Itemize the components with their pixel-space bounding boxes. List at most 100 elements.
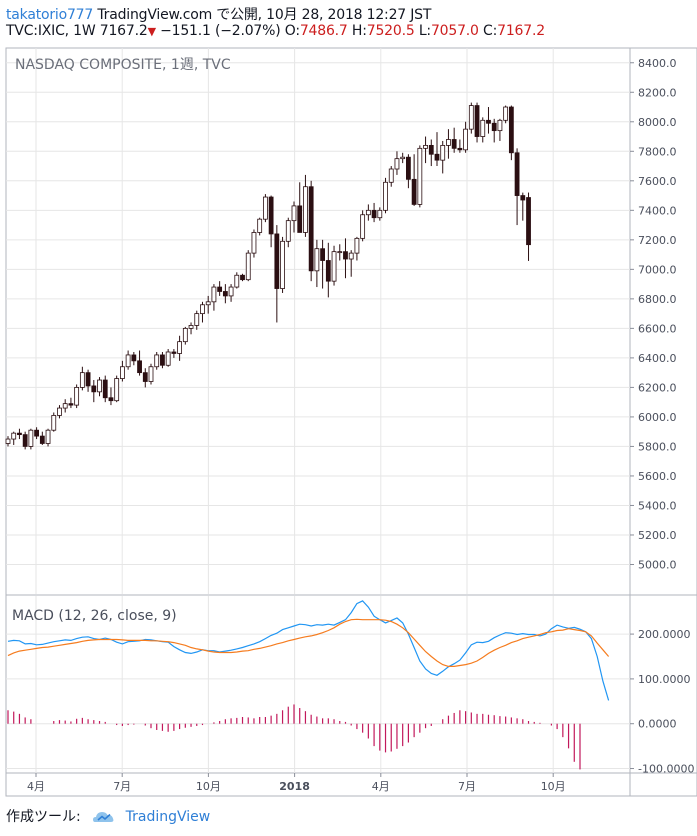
- candle-down: [457, 147, 463, 151]
- tradingview-cloud-icon: [93, 812, 114, 822]
- candle-down: [268, 196, 274, 235]
- candle-down: [108, 397, 114, 402]
- close-value: 7167.2: [497, 23, 545, 39]
- published-info: TradingView.com で公開, 10月 28, 2018 12:27 …: [97, 7, 432, 23]
- time-tick-label: 7月: [113, 780, 131, 793]
- candle-down: [371, 209, 377, 219]
- candle-down: [217, 286, 223, 292]
- price-tick-label: 7800.0: [638, 145, 677, 158]
- price-tick-label: 6400.0: [638, 352, 677, 365]
- candle-up: [280, 240, 285, 289]
- macd-tick-label: 0.0000: [638, 718, 677, 731]
- candle-down: [137, 360, 142, 374]
- candle-up: [337, 251, 343, 254]
- candle-down: [274, 233, 280, 289]
- candle-up: [331, 251, 337, 282]
- low-value: 7057.0: [430, 23, 479, 39]
- price-tick-label: 6000.0: [638, 411, 677, 424]
- candle-up: [148, 366, 154, 382]
- candle-down: [434, 153, 440, 161]
- time-tick-label: 4月: [372, 780, 390, 793]
- candle-down: [34, 429, 39, 437]
- candle-down: [91, 385, 97, 393]
- candle-up: [423, 144, 428, 149]
- candle-down: [343, 251, 348, 260]
- candle-down: [160, 354, 165, 366]
- candle-down: [486, 119, 491, 124]
- chart-header-line-1: takatorio777 TradingView.com で公開, 10月 28…: [6, 4, 431, 24]
- price-tick-label: 8400.0: [638, 57, 677, 70]
- candle-up: [388, 168, 394, 183]
- candle-up: [11, 432, 17, 440]
- candle-up: [245, 252, 251, 281]
- candle-down: [526, 197, 531, 246]
- time-tick-label: 10月: [541, 780, 566, 793]
- macd-tick-label: 200.0000: [638, 628, 691, 641]
- price-pane-title: NASDAQ COMPOSITE, 1週, TVC: [15, 57, 231, 73]
- close-label: C:: [483, 23, 498, 39]
- candle-up: [365, 209, 371, 216]
- candle-down: [451, 139, 457, 149]
- price-tick-label: 5600.0: [638, 470, 677, 483]
- candle-up: [285, 220, 291, 242]
- high-value: 7520.5: [366, 23, 415, 39]
- price-tick-label: 6600.0: [638, 322, 677, 335]
- candle-up: [497, 119, 503, 132]
- candle-up: [440, 144, 446, 161]
- candle-up: [211, 286, 217, 303]
- signal-line: [7, 618, 610, 668]
- candle-up: [314, 248, 320, 272]
- price-tick-label: 5800.0: [638, 440, 677, 453]
- candle-down: [308, 186, 314, 272]
- symbol-label: TVC:IXIC, 1W: [6, 23, 96, 39]
- candle-up: [200, 304, 205, 315]
- candle-down: [17, 432, 22, 436]
- footer: 作成ツール: TradingView: [6, 806, 210, 826]
- chart-header-line-2: TVC:IXIC, 1W 7167.2▼ −151.1 (−2.07%) O:7…: [6, 23, 545, 39]
- candle-down: [222, 291, 228, 297]
- candle-up: [251, 232, 257, 254]
- last-price: 7167.2: [99, 23, 148, 39]
- open-label: O:: [284, 23, 300, 39]
- author-link[interactable]: takatorio777: [6, 7, 94, 23]
- candle-up: [57, 407, 62, 416]
- made-with-label: 作成ツール:: [6, 809, 81, 825]
- candle-up: [262, 196, 268, 220]
- candle-down: [22, 434, 28, 447]
- candle-down: [491, 122, 497, 132]
- candle-down: [102, 379, 108, 399]
- price-tick-label: 5200.0: [638, 529, 677, 542]
- chart-frame: [5, 47, 697, 797]
- candle-up: [360, 214, 366, 239]
- high-label: H:: [351, 23, 367, 39]
- price-tick-label: 7000.0: [638, 263, 677, 276]
- candle-up: [177, 341, 183, 354]
- price-tick-label: 8200.0: [638, 86, 677, 99]
- candle-up: [74, 387, 80, 406]
- price-tick-label: 7200.0: [638, 234, 677, 247]
- candle-down: [131, 354, 137, 362]
- candle-down: [428, 144, 434, 155]
- price-change: −151.1 (−2.07%): [160, 23, 281, 39]
- candle-up: [446, 139, 451, 146]
- tradingview-brand-link[interactable]: TradingView: [125, 809, 211, 825]
- candle-up: [234, 274, 240, 288]
- candle-up: [377, 209, 383, 219]
- candle-up: [417, 147, 423, 205]
- candle-down: [411, 178, 417, 205]
- candle-down: [142, 372, 148, 382]
- time-tick-label: 7月: [458, 780, 476, 793]
- candle-up: [291, 205, 297, 222]
- candle-down: [68, 403, 74, 406]
- low-label: L:: [418, 23, 431, 39]
- candle-up: [79, 372, 85, 388]
- candle-up: [165, 351, 171, 366]
- candle-up: [205, 301, 211, 306]
- candle-up: [188, 325, 194, 329]
- price-tick-label: 6800.0: [638, 293, 677, 306]
- candle-down: [85, 372, 91, 387]
- candle-up: [463, 128, 469, 151]
- candle-down: [39, 435, 45, 444]
- candle-down: [171, 351, 177, 354]
